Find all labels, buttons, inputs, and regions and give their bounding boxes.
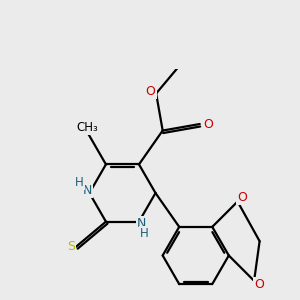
Text: O: O [181, 0, 191, 2]
Text: CH₃: CH₃ [76, 121, 98, 134]
Text: S: S [68, 240, 75, 253]
Text: O: O [237, 191, 247, 204]
Text: N: N [82, 184, 92, 197]
Text: O: O [254, 278, 264, 291]
Text: N: N [136, 218, 146, 230]
Text: H: H [75, 176, 84, 189]
Text: H: H [140, 226, 149, 240]
Text: O: O [146, 85, 156, 98]
Text: O: O [203, 118, 213, 130]
